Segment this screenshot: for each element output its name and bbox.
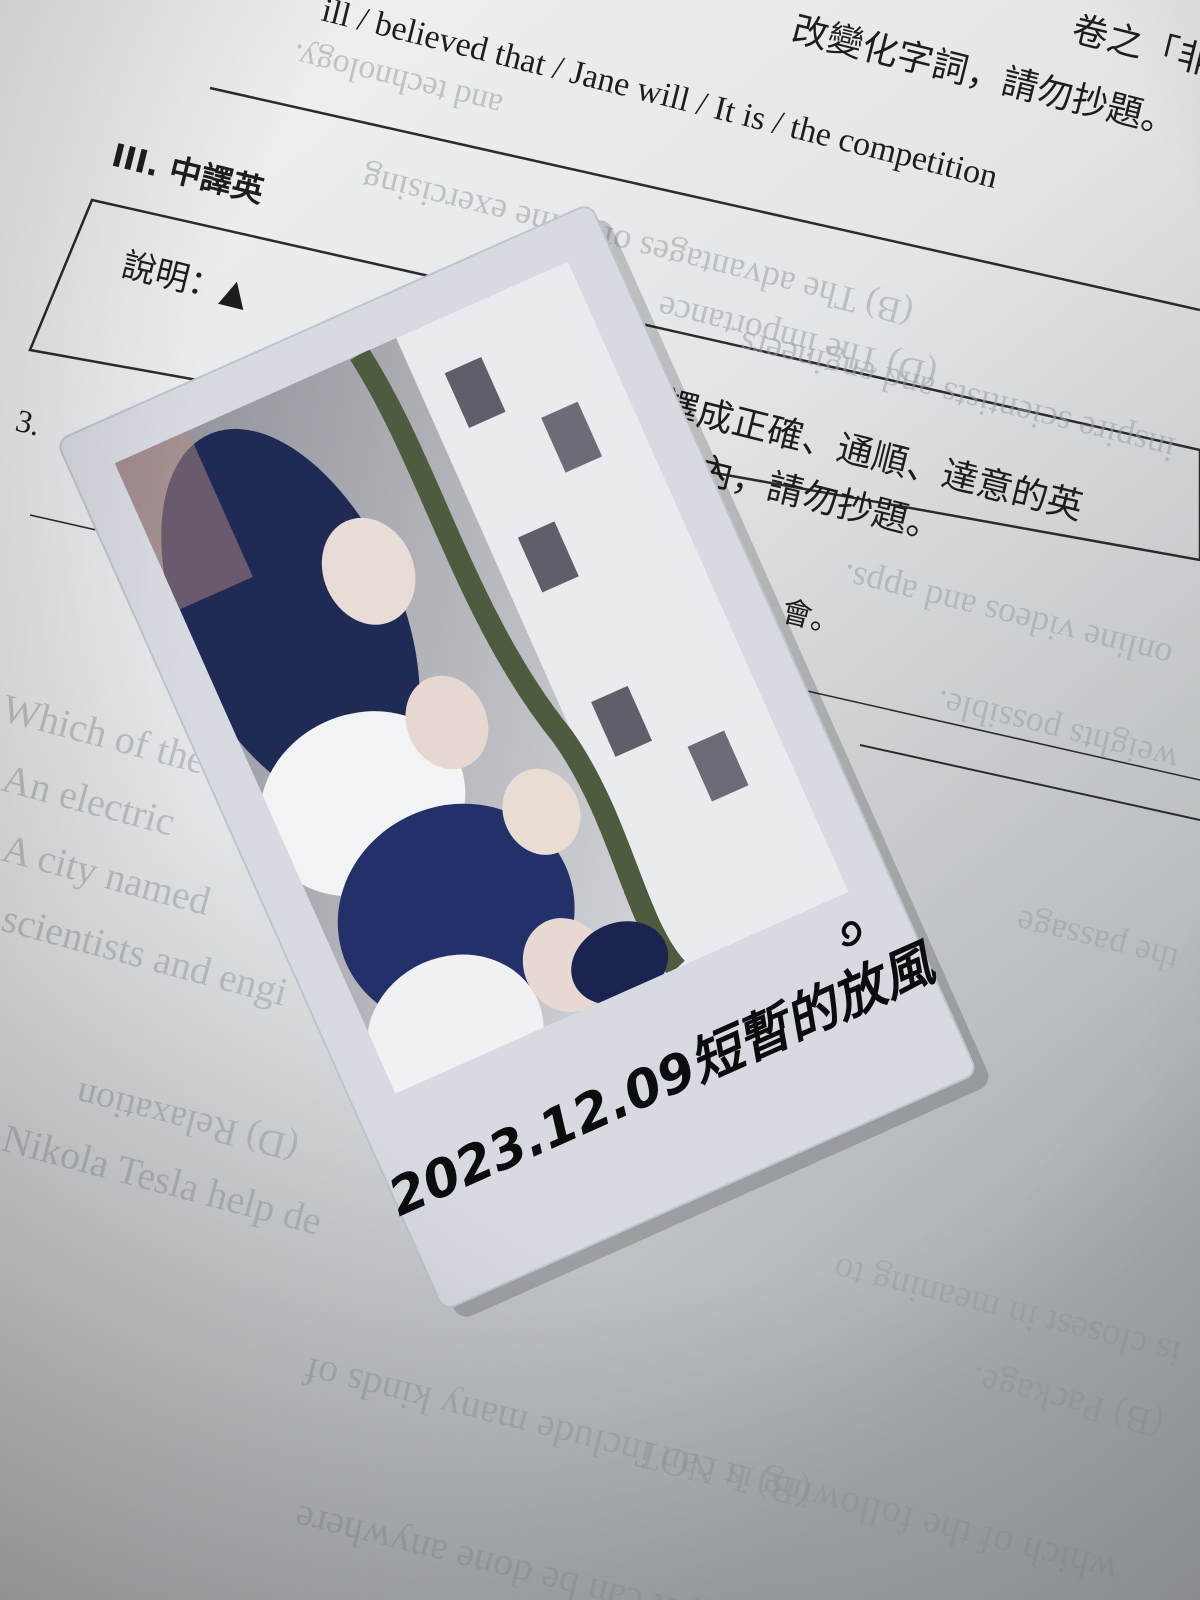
scene: 卷之「非選 改變化字詞，請勿抄題。 ill / believed that / … — [0, 0, 1200, 1600]
page: 卷之「非選 改變化字詞，請勿抄題。 ill / believed that / … — [0, 0, 1200, 1600]
vignette — [0, 0, 1200, 1600]
